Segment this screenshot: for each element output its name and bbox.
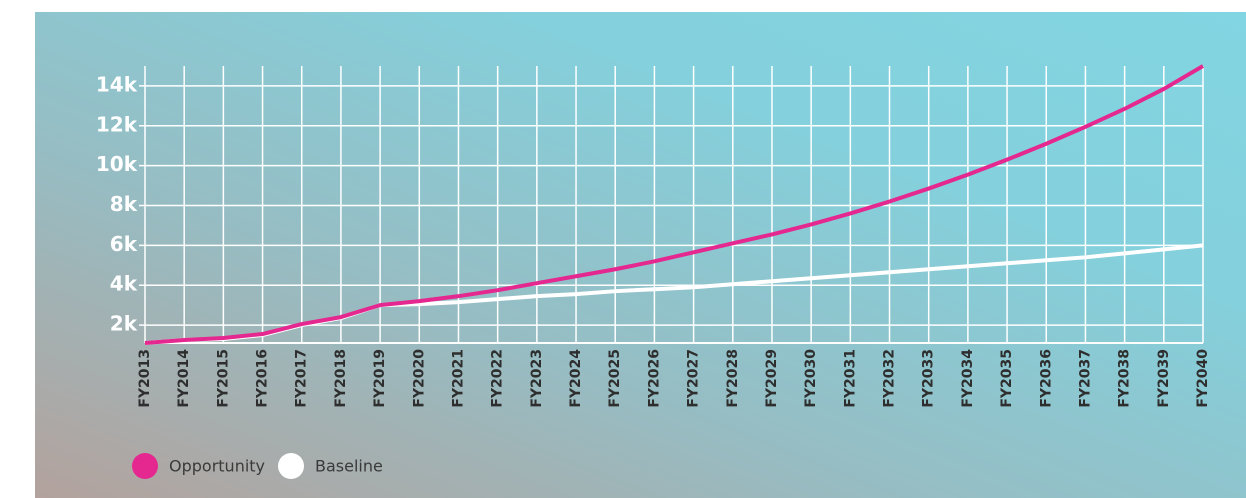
x-tick-label: FY2030 [803,349,819,408]
x-tick-label: FY2018 [333,349,349,408]
x-tick-label: FY2031 [842,349,858,408]
legend-label: Opportunity [169,457,265,476]
x-tick-label: FY2040 [1195,349,1211,408]
x-tick-label: FY2020 [411,349,427,408]
y-tick-label: 14k [96,72,138,96]
y-tick-label: 8k [110,192,138,216]
x-tick-label: FY2027 [686,349,702,408]
y-tick-label: 6k [110,232,138,256]
x-tick-label: FY2036 [1038,349,1054,408]
legend-marker [278,453,305,479]
x-tick-label: FY2029 [764,349,780,408]
x-tick-label: FY2015 [215,349,231,408]
y-tick-label: 2k [110,312,138,336]
y-tick-label: 10k [96,152,138,176]
x-tick-label: FY2028 [725,349,741,408]
x-tick-label: FY2025 [607,349,623,408]
x-tick-label: FY2032 [882,349,898,408]
x-tick-label: FY2021 [450,349,466,408]
y-tick-label: 4k [110,272,138,296]
x-tick-label: FY2014 [176,349,192,408]
x-tick-label: FY2034 [960,349,976,408]
x-tick-label: FY2033 [921,349,937,408]
card-background [35,12,1246,498]
x-tick-label: FY2022 [490,349,506,408]
x-tick-label: FY2035 [999,349,1015,408]
x-tick-label: FY2039 [1156,349,1172,408]
line-series [144,64,1205,345]
x-tick-label: FY2026 [646,349,662,408]
x-tick-label: FY2023 [529,349,545,408]
y-tick-label: 12k [96,112,138,136]
legend-label: Baseline [315,457,383,476]
x-tick-label: FY2037 [1077,349,1093,408]
legend-marker [132,453,158,479]
x-tick-label: FY2019 [372,349,388,408]
x-tick-label: FY2013 [137,349,153,408]
x-tick-label: FY2017 [294,349,310,408]
x-tick-label: FY2016 [255,349,271,408]
x-tick-label: FY2038 [1117,349,1133,408]
x-tick-label: FY2024 [568,349,584,408]
